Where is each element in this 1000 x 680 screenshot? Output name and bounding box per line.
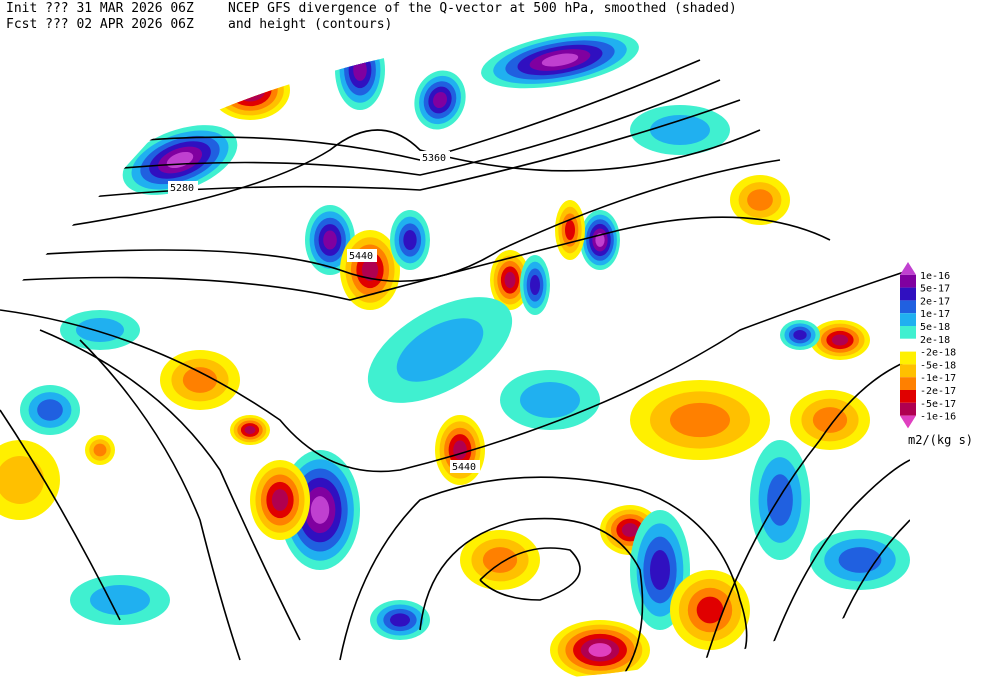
shaded-area [565,220,575,240]
shaded-area [541,53,579,67]
colorbar-cell [900,364,916,378]
shaded-area [390,613,410,627]
init-time: Init ??? 31 MAR 2026 06Z [6,1,194,16]
shaded-area [747,189,773,211]
shaded-area [696,596,724,624]
shaded-area [520,382,580,418]
colorbar-cell [900,313,916,326]
shaded-area [530,275,540,295]
shaded-area [433,91,447,109]
colorbar-cell [900,415,916,429]
colorbar-cell [900,262,916,275]
colorbar-unit: m2/(kg s) [908,433,973,447]
shaded-area [234,78,266,102]
shaded-area [37,399,63,421]
shaded-area [403,230,417,250]
colorbar-cell [900,390,916,403]
shaded-area [93,443,107,457]
colorbar-cell [900,287,916,301]
shaded-area [670,402,730,438]
colorbar-label: 2e-17 [920,296,950,307]
shaded-area [831,334,849,346]
shaded-area [504,271,516,289]
colorbar-cell [900,300,916,314]
colorbar-label: 5e-18 [920,322,950,333]
shaded-area [310,496,330,524]
shaded-area [588,643,612,657]
shaded-area [650,115,710,145]
colorbar-cell [900,326,916,339]
shaded-area [361,259,379,281]
contour-label: 5440 [349,251,373,262]
title: NCEP GFS divergence of the Q-vector at 5… [228,1,737,16]
shaded-area [621,523,639,537]
colorbar-cell [900,351,916,365]
colorbar-label: 1e-16 [920,271,950,282]
colorbar-cell [900,274,916,288]
shaded-area [793,330,807,340]
colorbar-label: -2e-18 [920,348,956,359]
shaded-area [396,318,484,382]
contour-label: 5280 [170,183,194,194]
shaded-area [244,425,256,435]
colorbar-label: 1e-17 [920,309,950,320]
shaded-area [182,367,218,393]
colorbar-cell [900,338,916,352]
shaded-area [271,489,289,511]
shaded-area [353,59,367,81]
forecast-time: Fcst ??? 02 APR 2026 06Z [6,17,194,32]
colorbar-cell [900,377,916,390]
colorbar-cell [900,402,916,416]
shaded-field [0,30,910,680]
colorbar: 1e-165e-172e-171e-175e-182e-18-2e-18-5e-… [900,262,956,429]
subtitle: and height (contours) [228,17,392,32]
shaded-area [76,318,124,342]
colorbar-label: -5e-18 [920,360,956,371]
colorbar-label: -1e-17 [920,373,956,384]
shaded-area [0,456,44,504]
shaded-area [323,230,337,250]
shaded-area [482,547,518,573]
shaded-area [453,440,467,460]
shaded-area [240,83,260,97]
shaded-area [595,233,605,247]
shaded-area [90,585,150,615]
shaded-area [812,407,848,433]
colorbar-label: -1e-16 [920,412,956,423]
colorbar-label: 5e-17 [920,284,950,295]
colorbar-label: -5e-17 [920,399,956,410]
contour-label: 5440 [452,462,476,473]
contour-label: 5360 [422,153,446,164]
colorbar-label: 2e-18 [920,335,950,346]
colorbar-label: -2e-17 [920,386,956,397]
shaded-area [838,547,882,573]
shaded-area [650,550,670,590]
